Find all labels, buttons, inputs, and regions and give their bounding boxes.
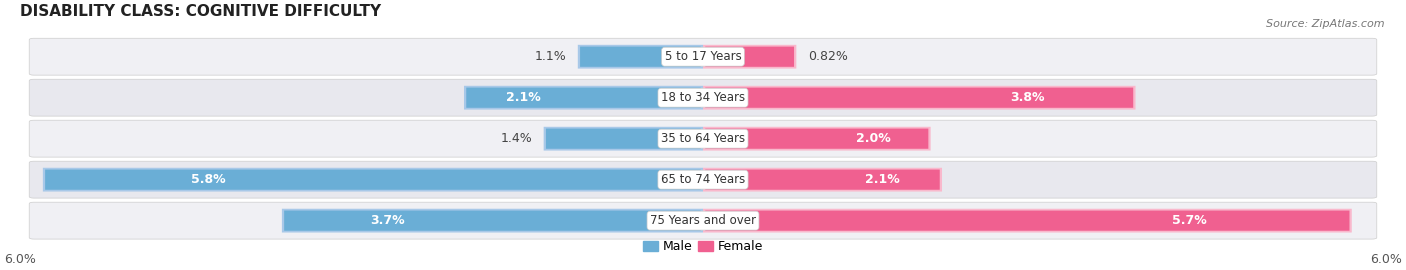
FancyBboxPatch shape	[544, 127, 703, 151]
FancyBboxPatch shape	[703, 45, 796, 69]
Text: DISABILITY CLASS: COGNITIVE DIFFICULTY: DISABILITY CLASS: COGNITIVE DIFFICULTY	[20, 4, 381, 19]
FancyBboxPatch shape	[464, 86, 703, 110]
Text: 3.7%: 3.7%	[370, 214, 405, 227]
Text: 5.7%: 5.7%	[1173, 214, 1206, 227]
Text: 3.8%: 3.8%	[1010, 91, 1045, 104]
FancyBboxPatch shape	[703, 127, 931, 151]
Text: 65 to 74 Years: 65 to 74 Years	[661, 173, 745, 186]
Text: 35 to 64 Years: 35 to 64 Years	[661, 132, 745, 145]
Text: 1.1%: 1.1%	[534, 50, 567, 63]
Text: 1.4%: 1.4%	[501, 132, 533, 145]
Text: 75 Years and over: 75 Years and over	[650, 214, 756, 227]
Text: 5.8%: 5.8%	[191, 173, 225, 186]
FancyBboxPatch shape	[30, 120, 1376, 157]
FancyBboxPatch shape	[30, 79, 1376, 116]
Text: 5 to 17 Years: 5 to 17 Years	[665, 50, 741, 63]
FancyBboxPatch shape	[45, 170, 700, 190]
FancyBboxPatch shape	[578, 45, 703, 69]
FancyBboxPatch shape	[42, 168, 703, 191]
FancyBboxPatch shape	[703, 168, 942, 191]
FancyBboxPatch shape	[281, 209, 703, 232]
FancyBboxPatch shape	[706, 47, 794, 67]
FancyBboxPatch shape	[30, 38, 1376, 75]
FancyBboxPatch shape	[546, 129, 700, 149]
Text: 2.0%: 2.0%	[856, 132, 891, 145]
Text: Source: ZipAtlas.com: Source: ZipAtlas.com	[1267, 19, 1385, 29]
FancyBboxPatch shape	[30, 202, 1376, 239]
FancyBboxPatch shape	[30, 161, 1376, 198]
FancyBboxPatch shape	[706, 129, 928, 149]
Text: 18 to 34 Years: 18 to 34 Years	[661, 91, 745, 104]
Legend: Male, Female: Male, Female	[638, 235, 768, 258]
Text: 2.1%: 2.1%	[506, 91, 541, 104]
FancyBboxPatch shape	[706, 211, 1350, 231]
FancyBboxPatch shape	[706, 87, 1133, 108]
Text: 2.1%: 2.1%	[865, 173, 900, 186]
FancyBboxPatch shape	[703, 209, 1351, 232]
FancyBboxPatch shape	[467, 87, 700, 108]
FancyBboxPatch shape	[581, 47, 700, 67]
FancyBboxPatch shape	[284, 211, 700, 231]
Text: 0.82%: 0.82%	[807, 50, 848, 63]
FancyBboxPatch shape	[706, 170, 939, 190]
FancyBboxPatch shape	[703, 86, 1136, 110]
